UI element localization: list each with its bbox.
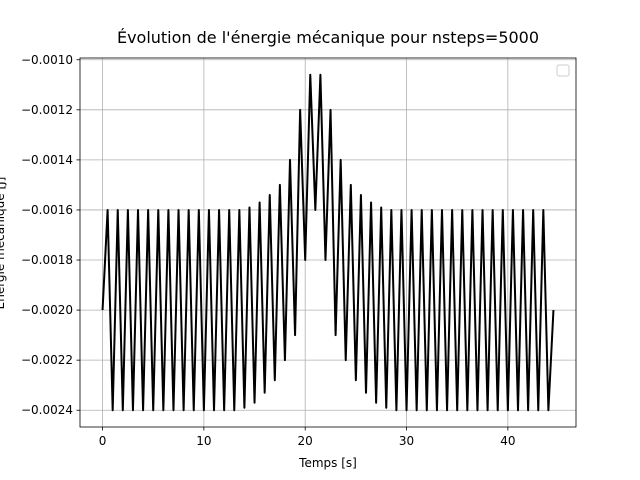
axes-frame: [79, 57, 577, 428]
x-axis-label: Temps [s]: [298, 456, 357, 470]
y-tick-label: −0.0018: [21, 253, 73, 267]
y-tick-label: −0.0014: [21, 153, 73, 167]
y-tick-label: −0.0012: [21, 103, 73, 117]
y-tick-label: −0.0010: [21, 53, 73, 67]
chart-title: Évolution de l'énergie mécanique pour ns…: [117, 28, 539, 47]
y-tick-label: −0.0020: [21, 303, 73, 317]
x-tick-label: 0: [99, 434, 107, 448]
y-tick-label: −0.0016: [21, 203, 73, 217]
data-line: [101, 73, 555, 412]
legend: [556, 64, 570, 77]
x-tick-label: 40: [500, 434, 515, 448]
y-tick-label: −0.0022: [21, 353, 73, 367]
y-tick-label: −0.0024: [21, 403, 73, 417]
y-axis-label: Énergie mécanique [J]: [0, 177, 7, 310]
plot-area: −0.0010 −0.0012 −0.0014 −0.0016 −0.0018 −0.00…: [21, 53, 576, 448]
x-tick-label: 20: [298, 434, 313, 448]
x-tick-label: 10: [196, 434, 211, 448]
x-tick-label: 30: [399, 434, 414, 448]
